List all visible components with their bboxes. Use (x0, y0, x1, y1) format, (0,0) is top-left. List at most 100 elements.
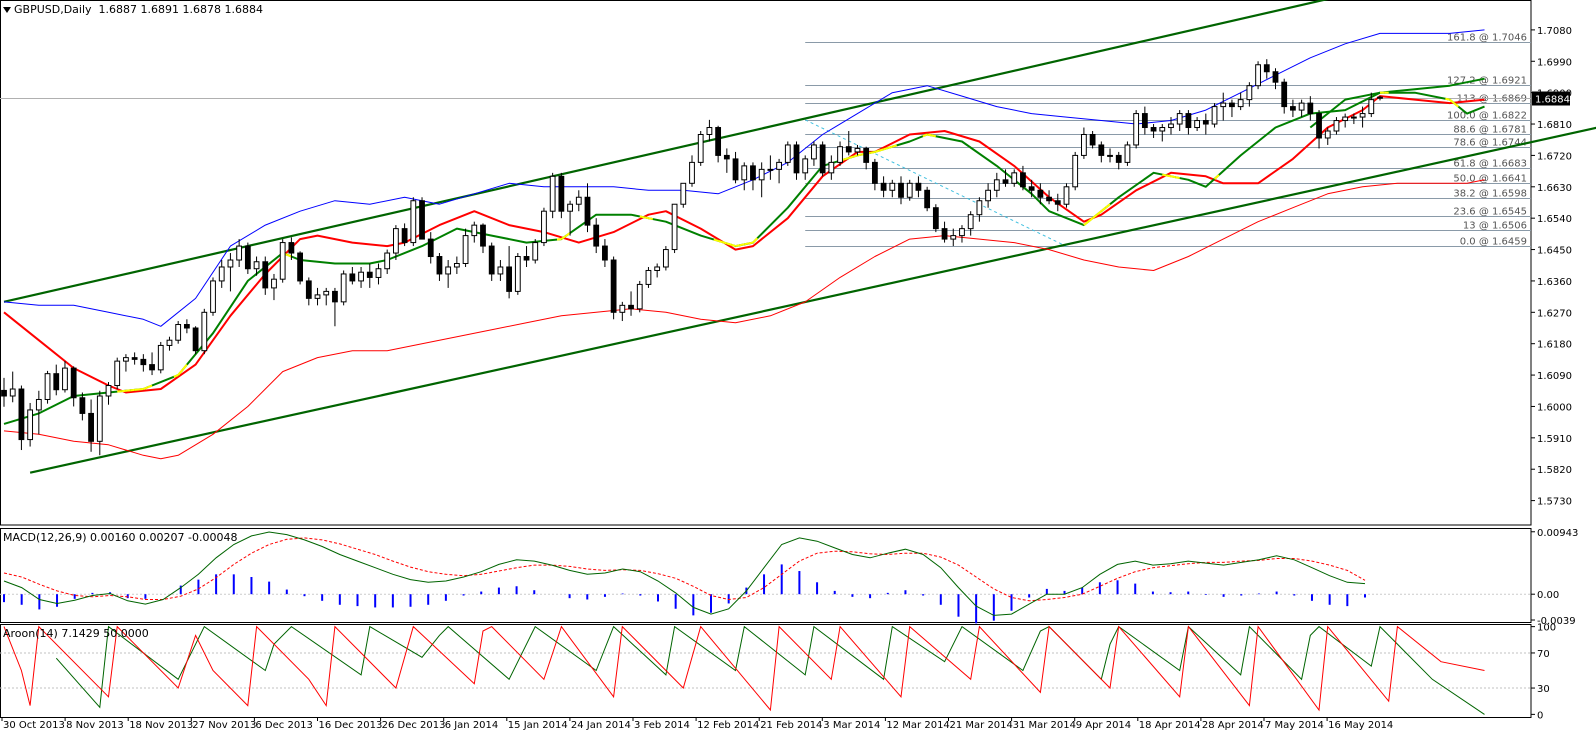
x-tick-label: 18 Nov 2013 (129, 720, 193, 731)
ma-crossover-segment (736, 245, 740, 246)
candle-body (846, 147, 851, 152)
candle-body (132, 358, 137, 360)
candle-body (716, 128, 721, 156)
channel-line-upper (4, 0, 1345, 302)
candle-body (524, 257, 529, 260)
candle-body (803, 159, 808, 173)
fib-level-label: 161.8 @ 1.7046 (1447, 33, 1527, 44)
ma-crossover-segment (888, 147, 892, 148)
fib-level-label: 13 @ 1.6506 (1463, 221, 1527, 232)
candle-body (1160, 128, 1165, 131)
candle-body (211, 281, 216, 312)
x-tick-label: 26 Dec 2013 (382, 720, 446, 731)
candle-body (367, 272, 372, 277)
aroon-y-tick-label: 70 (1537, 649, 1550, 660)
candle-body (1108, 155, 1113, 156)
ma-crossover-segment (1162, 175, 1166, 176)
y-tick-label: 1.6810 (1537, 120, 1572, 131)
candle-body (994, 180, 999, 190)
candle-body (1221, 103, 1226, 106)
x-tick-label: 16 May 2014 (1328, 720, 1393, 731)
candle-body (254, 262, 259, 269)
candle-body (280, 243, 285, 280)
ma-crossover-segment (927, 134, 931, 135)
ma-crossover-segment (148, 386, 152, 388)
candle-body (394, 229, 399, 253)
macd-y-tick-label: 0.00 (1537, 590, 1559, 601)
candle-body (1073, 155, 1078, 186)
candle-body (777, 162, 782, 169)
candle-body (1273, 72, 1278, 82)
candle-body (1264, 65, 1269, 72)
candle-body (289, 243, 294, 253)
candle-body (637, 284, 642, 308)
ma-crossover-segment (1167, 175, 1171, 176)
candle-body (1212, 107, 1217, 124)
candle-body (1369, 100, 1374, 114)
x-tick-label: 3 Feb 2014 (634, 720, 690, 731)
symbol-header: GBPUSD,Daily 1.6887 1.6891 1.6878 1.6884 (3, 3, 263, 16)
ma-crossover-segment (718, 241, 722, 242)
symbol-label: GBPUSD,Daily (14, 3, 92, 16)
aroon-y-tick-label: 30 (1537, 684, 1550, 695)
ma-crossover-segment (844, 158, 848, 159)
candle-body (1177, 114, 1182, 124)
y-tick-label: 1.5730 (1537, 497, 1572, 508)
ma-green-line (4, 93, 1485, 424)
candle-body (515, 257, 520, 292)
candle-body (420, 201, 425, 239)
ma-crossover-segment (644, 217, 648, 218)
ma-crossover-segment (143, 387, 147, 389)
x-tick-label: 28 Apr 2014 (1202, 720, 1264, 731)
ma-crossover-segment (744, 243, 748, 244)
candle-body (1256, 65, 1261, 86)
fib-level-label: 0.0 @ 1.6459 (1460, 237, 1527, 248)
candle-body (1247, 86, 1252, 100)
candle-body (184, 325, 189, 328)
candle-body (1325, 131, 1330, 138)
ma-crossover-segment (740, 244, 744, 245)
candle-body (629, 305, 634, 308)
y-tick-label: 1.6540 (1537, 214, 1572, 225)
ma-crossover-segment (1175, 177, 1179, 178)
candle-body (951, 236, 956, 239)
candle-body (1343, 117, 1348, 120)
candle-body (446, 267, 451, 274)
candle-body (45, 374, 50, 400)
ohlc-label: 1.6887 1.6891 1.6878 1.6884 (99, 3, 263, 16)
candle-body (385, 253, 390, 269)
candle-body (925, 190, 930, 207)
candle-body (1142, 114, 1147, 128)
fib-level-label: 23.6 @ 1.6545 (1453, 207, 1527, 218)
candle-body (1282, 82, 1287, 106)
candle-body (568, 204, 573, 211)
x-tick-label: 6 Jan 2014 (445, 720, 499, 731)
x-tick-label: 12 Feb 2014 (697, 720, 759, 731)
fib-level-label: 127.2 @ 1.6921 (1447, 76, 1527, 87)
candle-body (28, 410, 33, 440)
aroon-y-tick-label: 100 (1537, 623, 1556, 634)
candle-body (237, 246, 242, 260)
candle-body (812, 145, 817, 159)
x-tick-label: 12 Mar 2014 (886, 720, 949, 731)
candle-body (36, 399, 41, 409)
candle-body (838, 147, 843, 163)
candle-body (272, 279, 277, 288)
price-badge-label: 1.6884 (1535, 95, 1570, 106)
candle-body (968, 215, 973, 229)
candle-body (463, 236, 468, 264)
ma-crossover-segment (1106, 204, 1110, 207)
y-tick-label: 1.6720 (1537, 151, 1572, 162)
candle-body (698, 134, 703, 162)
candle-body (315, 295, 320, 298)
candle-body (1064, 187, 1069, 204)
candle-body (899, 183, 904, 197)
candle-body (359, 272, 364, 281)
candle-body (881, 183, 886, 190)
candle-body (402, 229, 407, 243)
candle-body (219, 267, 224, 281)
ma-crossover-segment (566, 233, 570, 236)
candle-body (594, 225, 599, 246)
candle-body (907, 183, 912, 197)
